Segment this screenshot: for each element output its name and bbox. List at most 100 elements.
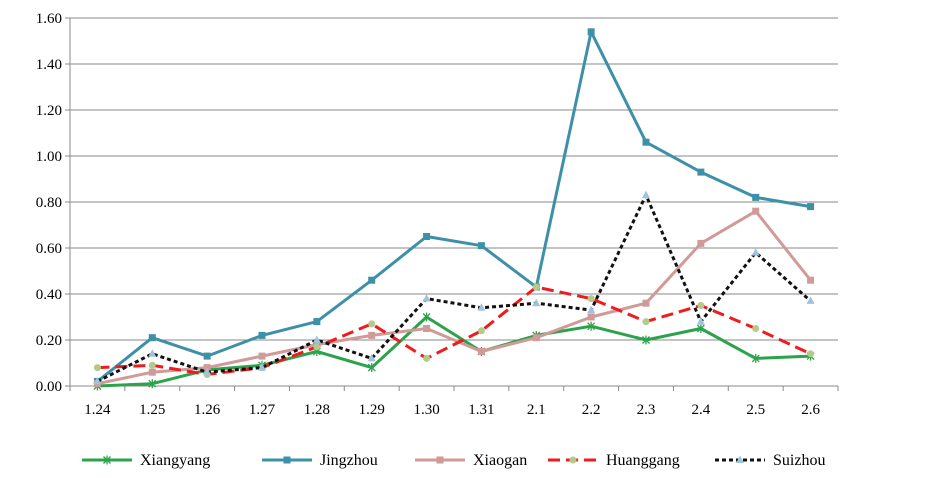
y-tick-labels: 0.00 0.20 0.40 0.60 0.80 1.00 1.20 1.40 1.60 — [36, 11, 70, 395]
data-point — [642, 138, 650, 146]
data-point — [569, 456, 577, 464]
data-point — [93, 376, 102, 385]
data-point — [807, 276, 815, 284]
data-point — [697, 168, 705, 176]
data-point — [697, 302, 705, 309]
legend-item-xiaogan: Xiaogan — [415, 452, 527, 469]
data-point — [696, 324, 705, 333]
legend-label: Huanggang — [606, 452, 680, 469]
data-point — [532, 283, 540, 291]
x-tick-label: 1.26 — [194, 402, 221, 418]
data-point — [148, 361, 156, 369]
legend-label: Xiaogan — [473, 452, 527, 469]
data-point — [368, 320, 376, 328]
x-tick-label: 2.4 — [691, 402, 710, 418]
x-tick-label: 1.29 — [359, 402, 385, 418]
x-tick-label: 1.28 — [304, 402, 330, 418]
data-point — [422, 294, 431, 302]
y-tick-label: 0.80 — [36, 195, 62, 211]
data-point — [477, 327, 485, 335]
data-point — [587, 295, 595, 303]
x-tick-label: 2.2 — [582, 402, 601, 418]
x-tick-label: 1.24 — [84, 402, 111, 418]
data-point — [148, 368, 156, 376]
y-tick-label: 1.00 — [36, 149, 62, 165]
data-point — [436, 456, 444, 464]
data-point — [477, 303, 486, 311]
data-point — [752, 207, 760, 215]
data-point — [148, 379, 157, 389]
y-tick-label: 1.40 — [36, 57, 62, 73]
data-point — [752, 325, 760, 332]
data-point — [368, 331, 376, 339]
data-point — [696, 317, 705, 325]
data-point — [806, 296, 815, 304]
data-point — [697, 239, 705, 247]
x-tick-label: 2.5 — [746, 402, 765, 418]
data-point — [367, 363, 376, 373]
series-line — [96, 193, 812, 383]
data-point — [203, 367, 212, 376]
series-line — [97, 209, 812, 386]
legend-label: Suizhou — [773, 452, 825, 469]
data-point — [587, 305, 596, 314]
data-point — [532, 334, 540, 342]
legend-item-xiangyang: Xiangyang — [82, 452, 210, 469]
data-point — [313, 343, 321, 351]
y-tick-label: 1.20 — [36, 103, 62, 119]
grid-lines — [70, 17, 838, 341]
data-point — [422, 312, 431, 322]
data-point — [642, 190, 650, 199]
data-point — [587, 321, 596, 331]
y-tick-label: 0.40 — [36, 287, 62, 303]
series-line — [97, 285, 812, 376]
data-point — [477, 348, 485, 355]
x-tick-label: 1.31 — [468, 402, 494, 418]
series-xiangyang — [93, 312, 815, 391]
data-point — [587, 28, 595, 36]
data-point — [313, 318, 321, 326]
y-tick-label: 0.20 — [36, 333, 62, 349]
data-point — [642, 335, 650, 345]
legend-item-huanggang: Huanggang — [548, 452, 680, 469]
series-group — [93, 28, 815, 391]
data-point — [642, 318, 650, 326]
data-point — [642, 299, 650, 307]
data-point — [258, 363, 266, 371]
x-tick-label: 1.25 — [139, 402, 165, 418]
data-point — [148, 334, 156, 342]
data-point — [203, 364, 211, 372]
y-tick-label: 1.60 — [36, 11, 62, 27]
y-tick-label: 0.00 — [36, 379, 62, 395]
x-tick-label: 2.3 — [637, 402, 656, 418]
x-tick-label: 1.27 — [249, 402, 276, 418]
data-point — [103, 455, 111, 465]
y-tick-label: 0.60 — [36, 241, 62, 257]
data-point — [751, 248, 760, 256]
data-point — [258, 331, 266, 339]
data-point — [93, 364, 101, 372]
legend-label: Xiangyang — [140, 452, 210, 469]
legend-item-jingzhou: Jingzhou — [262, 452, 378, 469]
data-point — [736, 455, 744, 463]
data-point — [148, 349, 157, 357]
data-point — [587, 313, 595, 321]
data-point — [283, 456, 291, 464]
data-point — [423, 354, 431, 362]
data-point — [258, 352, 266, 360]
legend: Xiangyang Jingzhou Xiaogan Huanggang Suizhou — [82, 452, 825, 469]
series-xiaogan — [93, 207, 815, 388]
data-point — [423, 325, 431, 332]
data-point — [368, 276, 376, 284]
data-point — [312, 335, 321, 343]
data-point — [477, 242, 485, 250]
series-line — [96, 30, 811, 383]
x-tick-label: 2.6 — [801, 402, 820, 418]
x-tick-label: 1.30 — [413, 402, 439, 418]
data-point — [203, 352, 211, 360]
data-point — [751, 353, 760, 363]
series-suizhou — [93, 190, 815, 385]
x-tick-labels: 1.24 1.25 1.26 1.27 1.28 1.29 1.30 1.31 2.1 2.2 2.… — [69, 386, 839, 418]
data-point — [807, 203, 815, 211]
